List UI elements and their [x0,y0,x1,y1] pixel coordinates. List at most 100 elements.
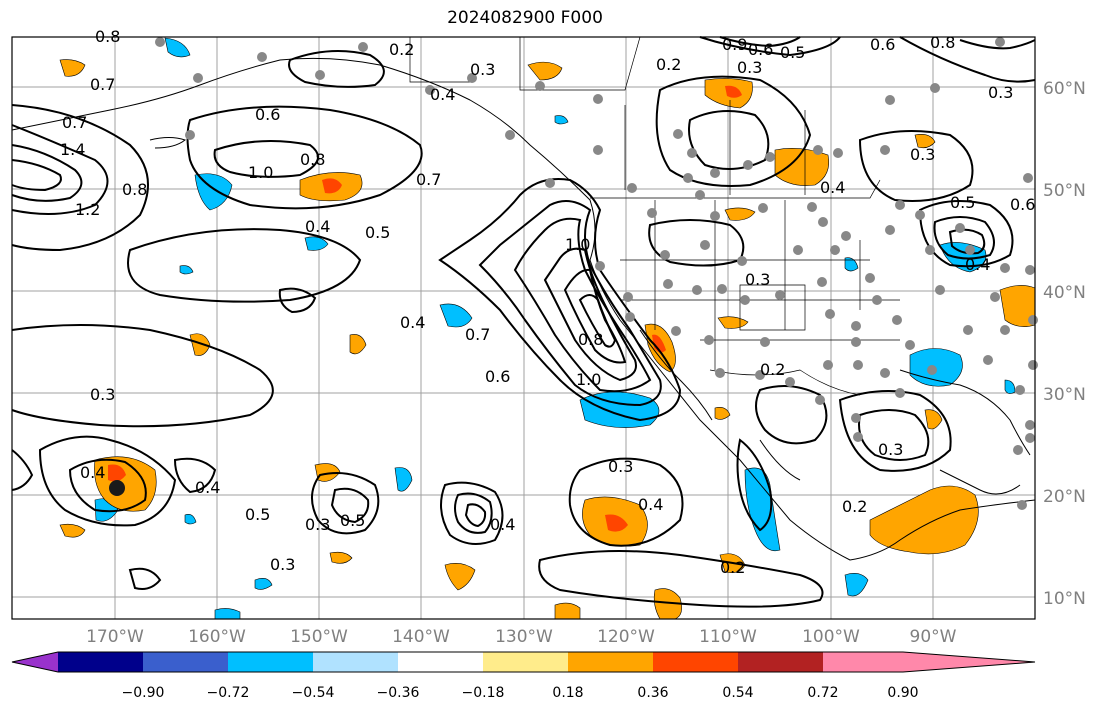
colorbar-tick-label: −0.54 [292,685,335,701]
colorbar-segment [483,652,568,672]
political-borders [409,36,900,396]
lon-label: 160°W [188,627,246,647]
contour-label: 1.4 [60,140,85,159]
colorbar: −0.90 −0.72 −0.54 −0.36 −0.18 0.18 0.36 … [11,651,1036,701]
lon-label: 100°W [802,627,860,647]
contour-label: 0.9 [722,35,747,54]
colorbar-segment [313,652,398,672]
lat-label: 20°N [1043,487,1086,507]
station-markers [155,37,1038,510]
contour-label: 0.5 [950,193,975,212]
contour-label: 0.5 [245,505,270,524]
contour-label: 0.4 [195,478,220,497]
colorbar-tick-label: −0.36 [377,685,420,701]
contour-label: 0.3 [745,270,770,289]
colorbar-outline [11,651,1036,673]
colorbar-segment [568,652,653,672]
lon-label: 130°W [495,627,553,647]
lon-label: 140°W [392,627,450,647]
contour-label: 0.4 [400,313,425,332]
contour-label: 1.0 [248,163,273,182]
contour-label: 0.4 [820,178,845,197]
contour-label: 0.2 [720,558,745,577]
contour-label: 0.5 [340,511,365,530]
coastlines [11,57,1036,561]
contour-label: 0.3 [270,555,295,574]
contour-label: 0.3 [737,58,762,77]
contour-label: 0.4 [430,85,455,104]
contour-label: 1.0 [576,370,601,389]
longitude-labels: 170°W 160°W 150°W 140°W 130°W 120°W 110°… [86,627,957,647]
contour-label: 1.0 [565,235,590,254]
contour-label: 0.4 [80,463,105,482]
lon-label: 110°W [699,627,757,647]
lat-label: 10°N [1043,589,1086,609]
contour-label: 0.2 [760,360,785,379]
colorbar-segment [823,652,903,672]
lon-label: 170°W [86,627,144,647]
colorbar-tick-label: 0.90 [887,685,918,701]
colorbar-tick-label: −0.18 [462,685,505,701]
colorbar-segment [58,652,143,672]
negative-shading [94,37,1016,620]
lon-label: 120°W [597,627,655,647]
contour-label: 0.7 [62,113,87,132]
colorbar-tick-label: 0.36 [637,685,668,701]
colorbar-segment [738,652,823,672]
colorbar-extend-high [903,652,1035,672]
hurricane-core [109,480,125,496]
lon-label: 90°W [910,627,957,647]
colorbar-tick-label: −0.90 [122,685,165,701]
colorbar-tick-label: 0.18 [552,685,583,701]
contour-label: 0.8 [578,330,603,349]
contour-labels: 0.8 0.7 1.4 1.2 0.8 1.0 0.8 0.7 0.6 0.4 … [60,27,1035,577]
contour-label: 0.7 [416,170,441,189]
colorbar-extend-low [12,652,58,672]
lat-label: 30°N [1043,385,1086,405]
contour-label: 0.4 [965,255,990,274]
contour-label: 0.2 [842,497,867,516]
contour-label: 1.2 [75,200,100,219]
contour-label: 0.6 [1010,195,1035,214]
map-frame [11,36,1036,620]
contour-label: 0.2 [656,55,681,74]
contour-label: 0.6 [748,40,773,59]
colorbar-segment [228,652,313,672]
colorbar-segment [143,652,228,672]
lat-label: 60°N [1043,79,1086,99]
contour-label: 0.8 [300,150,325,169]
contour-label: 0.2 [389,40,414,59]
contour-label: 0.4 [305,217,330,236]
contour-label: 0.4 [638,495,663,514]
contour-label: 0.3 [988,83,1013,102]
contour-label: 0.5 [365,223,390,242]
colorbar-tick-label: 0.72 [807,685,838,701]
contour-label: 0.3 [910,145,935,164]
contour-label: 0.3 [470,60,495,79]
contour-label: 0.8 [95,27,120,46]
colorbar-segment [398,652,483,672]
map-title: 2024082900 F000 [447,8,603,28]
contour-label: 0.6 [870,35,895,54]
lat-label: 40°N [1043,283,1086,303]
contour-label: 0.7 [465,325,490,344]
contour-label: 0.8 [122,180,147,199]
contour-label: 0.7 [90,75,115,94]
contour-label: 0.3 [608,457,633,476]
lon-label: 150°W [290,627,348,647]
latitude-labels: 60°N 50°N 40°N 30°N 20°N 10°N [1043,79,1086,609]
contour-label: 0.8 [930,33,955,52]
colorbar-segment [653,652,738,672]
contour-label: 0.3 [305,515,330,534]
contour-label: 0.5 [780,43,805,62]
lat-label: 50°N [1043,181,1086,201]
contour-label: 0.6 [485,367,510,386]
strong-positive-shading [108,85,742,532]
contour-label: 0.3 [878,440,903,459]
colorbar-tick-label: −0.72 [207,685,250,701]
contour-label: 0.3 [90,385,115,404]
colorbar-tick-label: 0.54 [722,685,753,701]
contour-label: 0.4 [490,515,515,534]
contour-label: 0.6 [255,105,280,124]
